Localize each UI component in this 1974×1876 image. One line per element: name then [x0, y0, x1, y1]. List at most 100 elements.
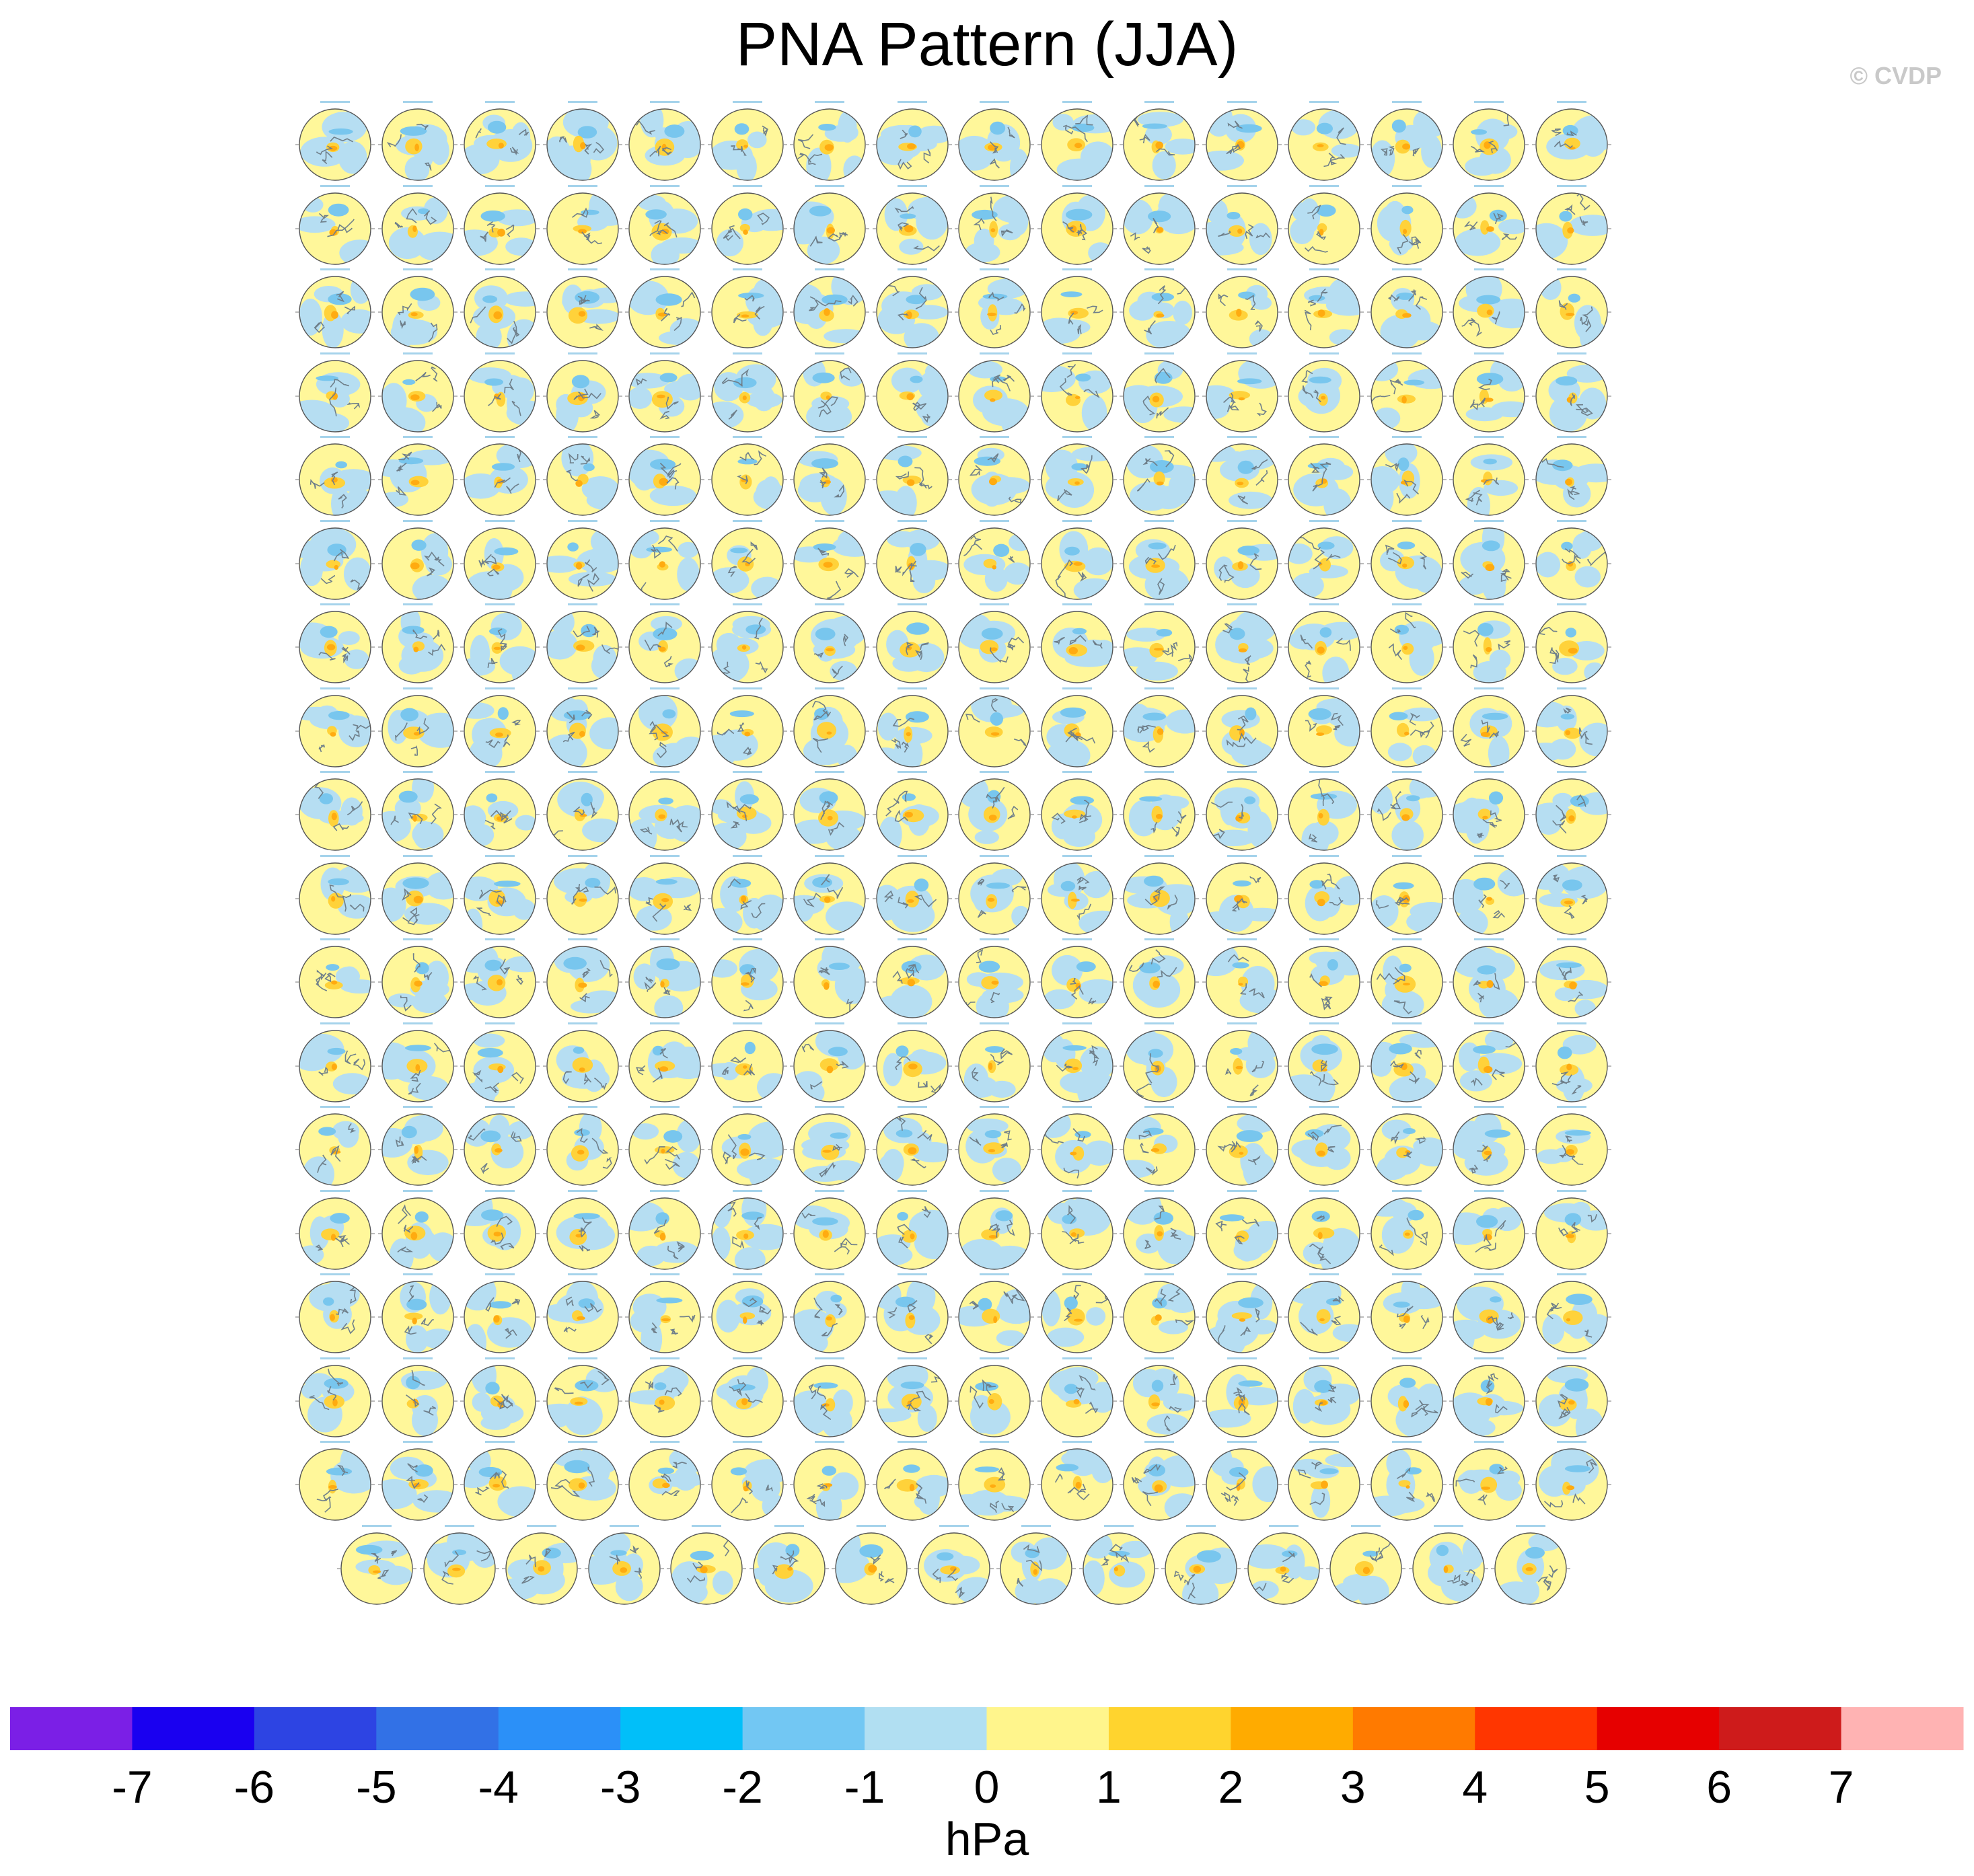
map-panel	[377, 687, 458, 767]
map-panel	[1120, 519, 1199, 600]
map-panel	[295, 352, 375, 433]
map-panel	[1120, 603, 1199, 683]
map-panel	[790, 519, 869, 600]
map-panel	[1120, 1441, 1199, 1521]
map-panel	[502, 1524, 581, 1605]
map-panel	[872, 771, 952, 851]
map-panel	[1366, 184, 1447, 265]
colorbar-swatch	[620, 1707, 743, 1750]
map-panel	[542, 1441, 622, 1521]
map-panel	[625, 1106, 704, 1186]
map-panel	[295, 603, 375, 683]
map-panel	[707, 1273, 787, 1353]
map-panel	[295, 854, 375, 935]
map-panel	[1202, 519, 1282, 600]
map-panel	[1037, 1273, 1117, 1353]
map-panel	[1366, 519, 1447, 600]
map-panel	[1120, 1273, 1199, 1353]
map-panel	[1284, 519, 1364, 600]
map-panel	[1037, 1189, 1117, 1270]
map-panel	[1449, 1273, 1529, 1353]
map-panel	[1120, 1022, 1199, 1102]
map-panel	[1366, 1189, 1447, 1270]
map-panel	[295, 436, 375, 516]
map-panel	[1284, 352, 1364, 433]
map-panel	[1284, 184, 1364, 265]
map-panel	[1120, 1106, 1199, 1186]
map-panel	[1284, 1022, 1364, 1102]
map-panel	[542, 603, 622, 683]
map-panel	[1531, 268, 1611, 348]
map-panel	[1449, 101, 1529, 181]
map-panel	[625, 1273, 704, 1353]
map-panel	[377, 854, 458, 935]
colorbar-unit-label: hPa	[945, 1813, 1029, 1865]
map-panel	[1531, 603, 1611, 683]
map-panel	[955, 519, 1034, 600]
colorbar-swatch	[1231, 1707, 1354, 1750]
map-panel	[1366, 938, 1447, 1018]
map-panel	[1284, 603, 1364, 683]
map-panel	[460, 1106, 540, 1186]
map-panel	[1037, 854, 1117, 935]
map-panel	[1120, 268, 1199, 348]
map-panel	[1531, 854, 1611, 935]
map-panel	[419, 1524, 499, 1605]
map-panel	[377, 1022, 458, 1102]
map-panel	[707, 268, 787, 348]
map-panel	[1037, 603, 1117, 683]
map-panel	[542, 1273, 622, 1353]
map-panel	[790, 687, 869, 767]
map-panel	[1202, 1022, 1282, 1102]
map-panel	[1202, 1357, 1282, 1437]
map-panel	[295, 771, 375, 851]
map-panel	[1449, 771, 1529, 851]
map-panel	[460, 1022, 540, 1102]
map-panel	[1284, 1273, 1364, 1353]
map-panel	[337, 1524, 416, 1605]
map-panel	[460, 1441, 540, 1521]
map-panel	[1531, 1106, 1611, 1186]
map-panel	[707, 1106, 787, 1186]
map-panel	[790, 771, 869, 851]
map-panel	[955, 603, 1034, 683]
colorbar-swatch	[986, 1707, 1109, 1750]
map-panel	[1531, 1441, 1611, 1521]
map-panel	[295, 687, 375, 767]
map-panel	[377, 519, 458, 600]
map-panel	[1037, 184, 1117, 265]
map-panel	[872, 1189, 952, 1270]
map-panel	[832, 1524, 911, 1605]
map-panel	[1366, 1357, 1447, 1437]
map-panel	[955, 771, 1034, 851]
map-panel	[1449, 268, 1529, 348]
map-panel	[872, 603, 952, 683]
map-panel	[542, 1357, 622, 1437]
map-panel	[1202, 1106, 1282, 1186]
map-panel	[1284, 938, 1364, 1018]
map-panel	[707, 184, 787, 265]
map-panel	[1449, 1189, 1529, 1270]
map-panel	[872, 1273, 952, 1353]
map-panel	[790, 268, 869, 348]
map-panel	[1366, 854, 1447, 935]
map-panel	[1202, 352, 1282, 433]
map-panel	[1531, 1273, 1611, 1353]
map-panel	[460, 1273, 540, 1353]
map-panel	[1531, 771, 1611, 851]
colorbar-swatch	[1719, 1707, 1842, 1750]
map-panel	[955, 352, 1034, 433]
map-panel	[707, 603, 787, 683]
map-panel	[377, 771, 458, 851]
map-panel	[542, 101, 622, 181]
map-panel	[955, 1357, 1034, 1437]
map-panel	[1284, 854, 1364, 935]
map-panel	[790, 1022, 869, 1102]
map-panel	[872, 352, 952, 433]
map-panel	[707, 1189, 787, 1270]
map-panel	[1284, 1189, 1364, 1270]
map-panel	[790, 184, 869, 265]
colorbar-tick-label: -1	[844, 1762, 885, 1813]
map-panel	[955, 938, 1034, 1018]
map-panel	[707, 519, 787, 600]
